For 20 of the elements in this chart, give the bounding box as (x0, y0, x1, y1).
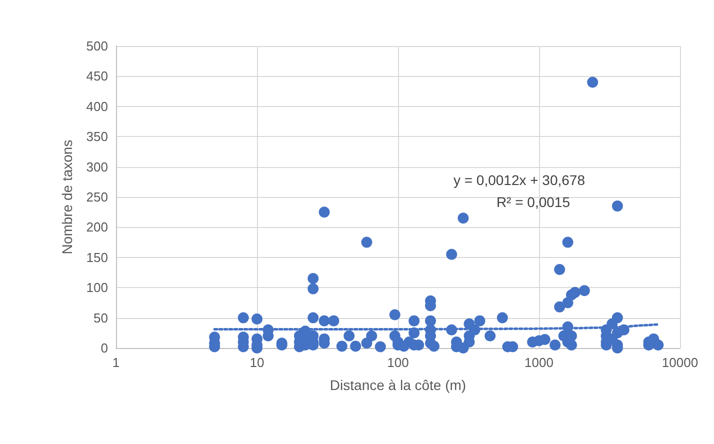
y-tick-label: 0 (100, 340, 108, 356)
y-tick-label: 100 (86, 280, 108, 296)
y-tick-label: 200 (86, 220, 108, 235)
y-tick-label: 350 (86, 129, 108, 144)
annotation: y = 0,0012x + 30,678 (453, 172, 586, 188)
y-tick-label: 150 (86, 250, 108, 265)
y-tick-label: 450 (86, 68, 108, 84)
x-tick-label: 1000 (524, 355, 554, 370)
x-axis-title: Distance à la côte (m) (330, 377, 466, 393)
x-tick-label: 10000 (662, 355, 698, 370)
y-tick-label: 400 (86, 98, 108, 114)
x-tick-label: 10 (250, 355, 264, 370)
x-tick-label: 1 (112, 355, 120, 370)
y-tick-label: 250 (86, 190, 108, 204)
x-tick-label: 100 (387, 355, 409, 370)
y-tick-label: 500 (86, 38, 108, 54)
y-tick-label: 300 (86, 159, 108, 174)
y-axis-title: Nombre de taxons (59, 140, 75, 254)
annotation: R² = 0,0015 (496, 194, 570, 210)
y-tick-label: 50 (94, 310, 108, 326)
